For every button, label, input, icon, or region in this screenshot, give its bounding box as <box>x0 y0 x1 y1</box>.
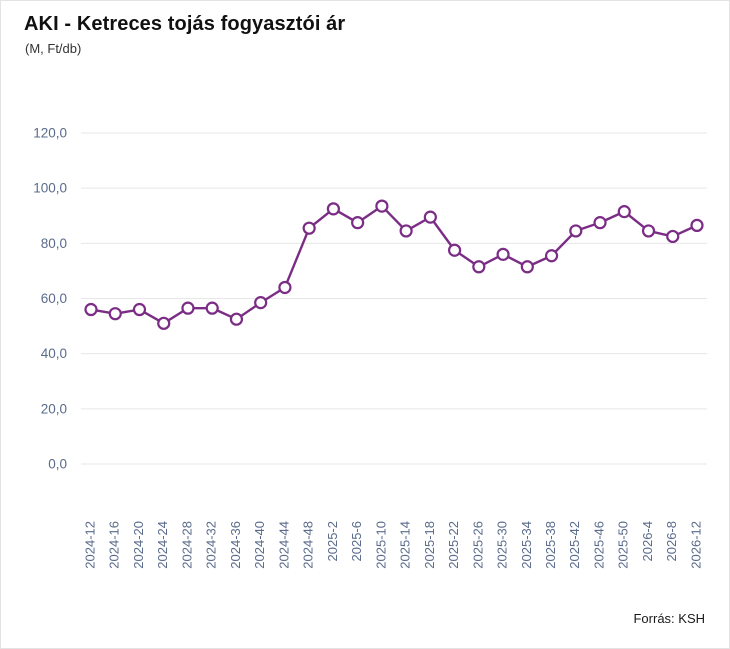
x-tick-label: 2024-20 <box>131 521 146 569</box>
data-point <box>278 280 292 295</box>
x-tick-label: 2024-24 <box>155 521 170 569</box>
data-point <box>544 249 559 263</box>
y-tick-label: 0,0 <box>48 457 67 472</box>
data-point <box>84 302 98 317</box>
data-point <box>496 247 510 261</box>
data-point <box>569 224 583 238</box>
x-tick-label: 2026-12 <box>688 521 703 569</box>
x-tick-label: 2025-6 <box>349 521 364 561</box>
x-tick-label: 2025-38 <box>543 521 558 569</box>
data-point <box>205 301 219 315</box>
x-tick-label: 2025-34 <box>519 521 534 569</box>
data-point <box>181 301 195 315</box>
x-tick-label: 2024-40 <box>252 521 267 569</box>
data-point <box>666 229 680 244</box>
x-tick-label: 2025-26 <box>470 521 485 569</box>
x-tick-label: 2025-22 <box>446 521 461 569</box>
data-point <box>641 224 656 238</box>
y-tick-label: 100,0 <box>33 181 67 196</box>
x-tick-label: 2024-28 <box>179 521 194 569</box>
data-point <box>157 316 171 330</box>
x-tick-label: 2025-46 <box>591 521 606 569</box>
x-tick-label: 2024-44 <box>276 521 291 569</box>
x-tick-label: 2025-42 <box>567 521 582 569</box>
y-tick-label: 40,0 <box>41 346 67 361</box>
x-tick-label: 2026-4 <box>640 521 655 561</box>
chart-title: AKI - Ketreces tojás fogyasztói ár <box>24 13 346 35</box>
y-tick-label: 20,0 <box>41 401 67 416</box>
x-tick-label: 2024-32 <box>204 521 219 569</box>
data-point <box>229 312 244 326</box>
data-point <box>472 260 486 274</box>
y-tick-label: 120,0 <box>33 126 67 141</box>
data-point <box>254 296 268 310</box>
x-tick-label: 2024-36 <box>228 521 243 569</box>
data-point <box>423 210 437 224</box>
x-tick-label: 2025-18 <box>422 521 437 569</box>
data-point <box>448 243 462 257</box>
data-point <box>690 218 704 233</box>
x-tick-label: 2024-48 <box>301 521 316 569</box>
data-point <box>520 260 534 274</box>
x-tick-label: 2025-10 <box>373 521 388 569</box>
chart-subtitle: (M, Ft/db) <box>25 41 82 56</box>
data-point <box>351 216 365 230</box>
data-point <box>302 221 316 235</box>
data-point <box>593 216 607 230</box>
x-tick-label: 2025-50 <box>616 521 631 569</box>
data-point <box>375 199 389 213</box>
x-tick-label: 2025-14 <box>398 521 413 569</box>
x-tick-label: 2025-2 <box>325 521 340 561</box>
x-tick-label: 2025-30 <box>495 521 510 569</box>
data-point <box>132 302 147 317</box>
data-point <box>399 224 413 238</box>
data-point <box>617 205 631 219</box>
data-point <box>326 202 340 216</box>
x-tick-label: 2026-8 <box>664 521 679 561</box>
data-point <box>108 307 122 321</box>
x-tick-label: 2024-12 <box>82 521 97 569</box>
x-tick-label: 2024-16 <box>107 521 122 569</box>
source-note: Forrás: KSH <box>633 611 705 626</box>
y-tick-label: 80,0 <box>41 236 67 251</box>
y-tick-label: 60,0 <box>41 291 67 306</box>
